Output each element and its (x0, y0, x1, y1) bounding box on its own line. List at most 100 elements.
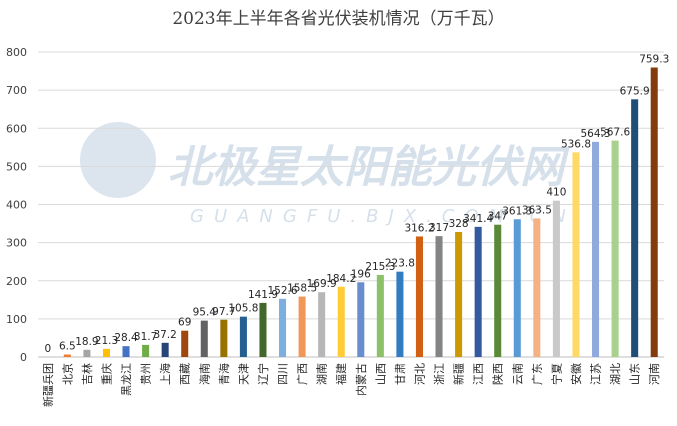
y-tick-label: 500 (6, 160, 27, 173)
data-label: 215.3 (365, 261, 395, 273)
data-label: 347 (488, 211, 508, 223)
y-tick-label: 600 (6, 122, 27, 135)
x-tick-label: 湖北 (609, 363, 622, 385)
data-label: 759.3 (639, 54, 669, 66)
data-label: 158.5 (287, 283, 317, 295)
y-tick-label: 100 (6, 313, 27, 326)
y-tick-label: 0 (20, 351, 27, 364)
data-label: 31.7 (134, 331, 157, 343)
x-tick-label: 山东 (629, 363, 642, 385)
x-tick-label: 新疆 (452, 363, 466, 385)
bar (592, 141, 600, 357)
data-label: 18.9 (75, 336, 98, 348)
x-tick-label: 贵州 (140, 363, 153, 385)
data-label: 223.8 (385, 258, 415, 270)
data-label: 567.6 (600, 127, 630, 139)
x-tick-label: 浙江 (433, 363, 446, 385)
watermark-text: 北极星太阳能光伏网 (168, 142, 570, 193)
x-tick-label: 西藏 (179, 363, 192, 385)
y-tick-label: 700 (6, 84, 27, 97)
x-tick-label: 湖南 (316, 363, 329, 385)
x-tick-label: 宁夏 (549, 363, 563, 385)
x-tick-label: 黑龙江 (120, 363, 133, 396)
data-label: 0 (44, 343, 51, 355)
bar (200, 320, 208, 357)
data-label: 410 (546, 187, 566, 199)
x-tick-label: 江苏 (590, 363, 603, 385)
bar (474, 226, 482, 357)
bar (650, 67, 658, 357)
x-tick-label: 内蒙古 (354, 363, 368, 396)
x-tick-label: 安徽 (569, 363, 583, 385)
y-tick-label: 200 (6, 275, 27, 288)
bar (83, 349, 91, 357)
y-tick-label: 400 (6, 199, 27, 212)
bar (357, 282, 365, 357)
bar (239, 316, 247, 357)
bar (513, 219, 521, 357)
x-tick-label: 吉林 (80, 363, 94, 385)
bar (142, 344, 150, 357)
x-tick-label: 陕西 (491, 363, 505, 385)
bar (122, 346, 130, 357)
x-tick-label: 河南 (648, 363, 661, 385)
x-tick-label: 甘肃 (394, 363, 407, 385)
data-label: 361.3 (502, 205, 532, 217)
bar (63, 354, 71, 357)
bar (318, 292, 326, 357)
data-label: 184.2 (326, 273, 356, 285)
data-label: 141.9 (248, 289, 278, 301)
x-tick-label: 河北 (413, 363, 426, 385)
x-tick-label: 山西 (374, 363, 387, 385)
data-label: 341.4 (463, 213, 493, 225)
data-label: 105.8 (228, 303, 258, 315)
bar (455, 231, 463, 357)
x-tick-label: 辽宁 (256, 363, 270, 385)
x-tick-label: 海南 (197, 363, 211, 385)
bar (259, 302, 267, 357)
watermark: 北极星太阳能光伏网 GUANGFU.BJX.COM.CN (80, 122, 576, 227)
data-label: 97.7 (212, 306, 235, 318)
bar (376, 274, 384, 357)
bar (611, 140, 619, 357)
x-tick-label: 广西 (296, 363, 309, 385)
data-label: 21.3 (95, 335, 118, 347)
bar (298, 296, 306, 357)
bar (220, 319, 228, 357)
x-tick-label: 云南 (511, 363, 524, 385)
x-tick-label: 上海 (158, 363, 172, 385)
data-label: 152.6 (268, 285, 298, 297)
bar (102, 348, 110, 357)
data-label: 316.2 (404, 222, 434, 234)
watermark-logo-icon (80, 122, 156, 198)
bar (494, 224, 502, 357)
chart-title: 2023年上半年各省光伏装机情况（万千瓦） (172, 9, 505, 29)
bar (415, 236, 423, 357)
data-label: 69 (178, 317, 191, 329)
x-tick-label: 四川 (277, 363, 290, 385)
x-tick-label: 青海 (217, 363, 231, 385)
x-tick-label: 新疆兵团 (41, 363, 55, 407)
data-label: 6.5 (59, 341, 76, 353)
data-label: 37.2 (153, 329, 176, 341)
x-tick-label: 重庆 (99, 363, 113, 385)
bar (396, 271, 404, 357)
bar (161, 342, 169, 357)
data-label: 28.4 (114, 332, 138, 344)
bar (572, 152, 580, 357)
bar (552, 200, 560, 357)
bar (181, 330, 189, 357)
data-label: 564.3 (581, 128, 611, 140)
data-label: 169.9 (307, 278, 337, 290)
x-tick-label: 天津 (237, 363, 250, 385)
data-label: 317 (429, 222, 449, 234)
data-label: 363.5 (522, 204, 552, 216)
bar (337, 286, 345, 357)
watermark-subtext: GUANGFU.BJX.COM.CN (190, 206, 576, 227)
y-tick-label: 800 (6, 46, 27, 59)
bar (435, 236, 443, 357)
data-label: 196 (351, 268, 371, 280)
x-tick-label: 广东 (531, 363, 544, 385)
